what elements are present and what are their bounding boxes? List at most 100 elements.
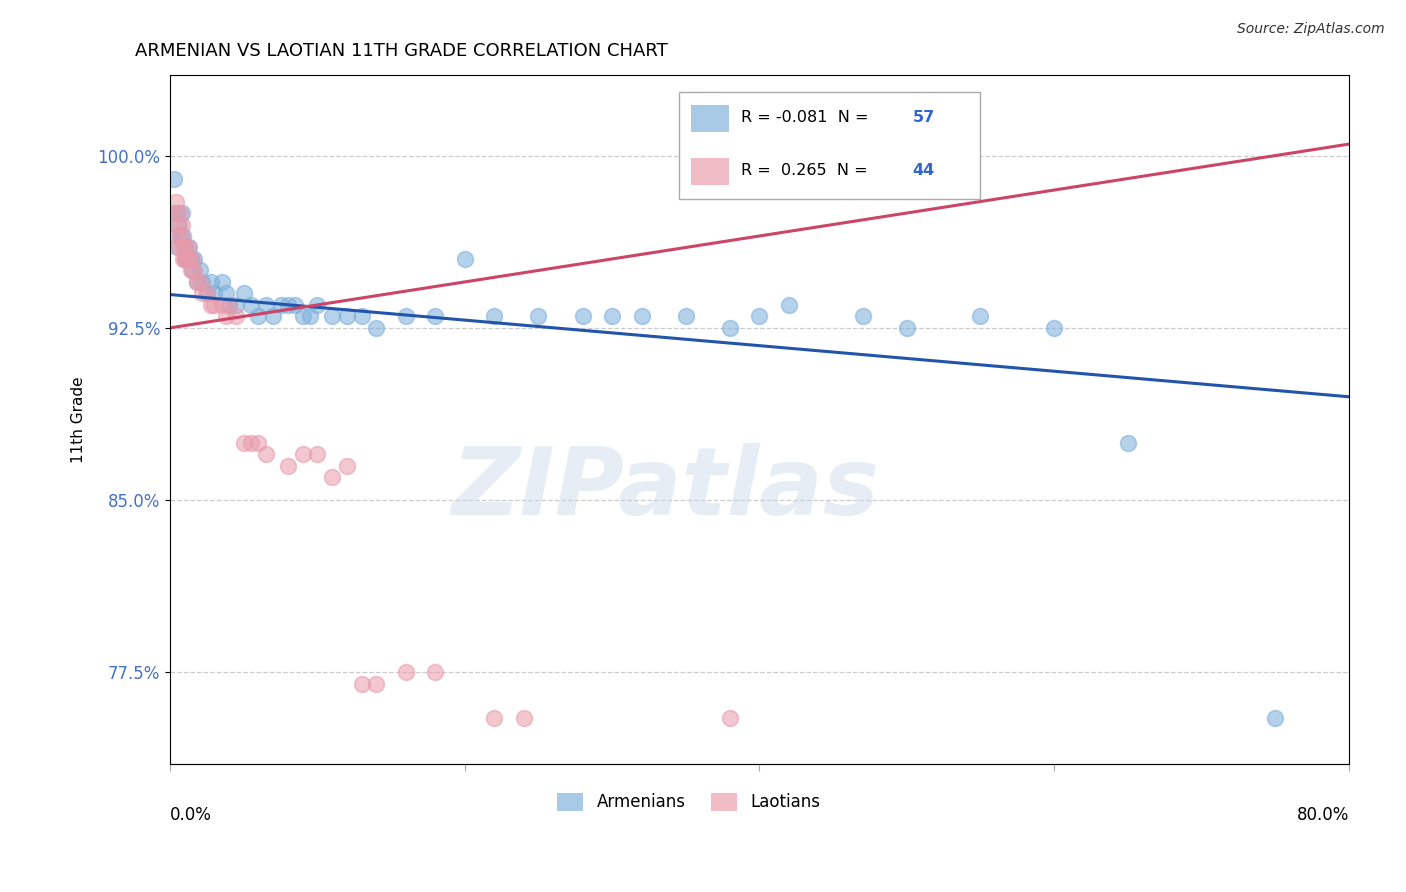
Point xyxy=(177,252,200,266)
Point xyxy=(336,458,359,473)
Point xyxy=(254,447,277,461)
Point xyxy=(571,310,593,324)
Point xyxy=(188,263,211,277)
Point xyxy=(200,298,222,312)
Point xyxy=(254,298,277,312)
Point xyxy=(183,252,205,266)
Y-axis label: 11th Grade: 11th Grade xyxy=(72,376,86,463)
Point xyxy=(173,252,195,266)
Text: ZIPatlas: ZIPatlas xyxy=(451,442,879,534)
Point xyxy=(188,275,211,289)
Point xyxy=(395,310,418,324)
Point xyxy=(225,310,247,324)
Point xyxy=(173,240,195,254)
Point xyxy=(211,275,233,289)
Text: 0.0%: 0.0% xyxy=(170,805,212,823)
Point xyxy=(232,286,254,301)
Point xyxy=(195,286,218,301)
Bar xyxy=(679,93,980,199)
Point xyxy=(225,298,247,312)
Point xyxy=(527,310,550,324)
Point xyxy=(163,206,186,220)
Point xyxy=(179,240,201,254)
Point xyxy=(173,240,195,254)
Point xyxy=(277,298,299,312)
Point xyxy=(191,275,214,289)
Bar xyxy=(692,105,728,132)
Point xyxy=(512,711,534,725)
Point xyxy=(172,229,194,244)
Point xyxy=(170,229,193,244)
Point xyxy=(167,218,190,232)
Point xyxy=(218,298,240,312)
Bar xyxy=(692,158,728,186)
Point xyxy=(172,252,194,266)
Point xyxy=(247,310,270,324)
Point xyxy=(270,298,292,312)
Point xyxy=(425,310,447,324)
Point xyxy=(1264,711,1286,725)
Point xyxy=(170,206,193,220)
Point xyxy=(247,435,270,450)
Point xyxy=(200,275,222,289)
Point xyxy=(211,298,233,312)
Point xyxy=(299,310,322,324)
Point xyxy=(262,310,284,324)
Point xyxy=(172,240,194,254)
Point xyxy=(896,321,918,335)
Point xyxy=(179,252,201,266)
Point xyxy=(718,321,741,335)
Point xyxy=(180,263,202,277)
Point xyxy=(277,458,299,473)
Point xyxy=(181,263,204,277)
Point xyxy=(484,711,506,725)
Point xyxy=(350,677,373,691)
Point xyxy=(321,310,343,324)
Point xyxy=(778,298,800,312)
Point xyxy=(321,470,343,484)
Point xyxy=(186,275,208,289)
Point xyxy=(395,665,418,680)
Point xyxy=(202,286,225,301)
Point xyxy=(675,310,697,324)
Legend: Armenians, Laotians: Armenians, Laotians xyxy=(550,786,827,818)
Point xyxy=(166,229,188,244)
Point xyxy=(195,286,218,301)
Point xyxy=(163,171,186,186)
Point xyxy=(169,229,191,244)
Point xyxy=(291,310,314,324)
Point xyxy=(366,321,388,335)
Point xyxy=(350,310,373,324)
Point xyxy=(1043,321,1066,335)
Point xyxy=(484,310,506,324)
Point xyxy=(291,447,314,461)
Point xyxy=(748,310,770,324)
Text: R = -0.081  N =: R = -0.081 N = xyxy=(741,111,873,126)
Point xyxy=(240,435,263,450)
Point xyxy=(600,310,623,324)
Point xyxy=(240,298,263,312)
Point xyxy=(215,310,238,324)
Text: R =  0.265  N =: R = 0.265 N = xyxy=(741,163,872,178)
Text: 57: 57 xyxy=(912,111,935,126)
Point xyxy=(336,310,359,324)
Point xyxy=(173,252,195,266)
Point xyxy=(177,240,200,254)
Point xyxy=(232,435,254,450)
Point xyxy=(1116,435,1139,450)
Point xyxy=(284,298,307,312)
Text: ARMENIAN VS LAOTIAN 11TH GRADE CORRELATION CHART: ARMENIAN VS LAOTIAN 11TH GRADE CORRELATI… xyxy=(135,42,668,60)
Point xyxy=(166,240,188,254)
Point xyxy=(166,206,188,220)
Point xyxy=(181,252,204,266)
Point xyxy=(218,298,240,312)
Point xyxy=(454,252,477,266)
Text: Source: ZipAtlas.com: Source: ZipAtlas.com xyxy=(1237,22,1385,37)
Point xyxy=(366,677,388,691)
Point xyxy=(169,206,191,220)
Point xyxy=(718,711,741,725)
Point xyxy=(215,286,238,301)
Point xyxy=(307,298,329,312)
Point xyxy=(852,310,875,324)
Point xyxy=(307,447,329,461)
